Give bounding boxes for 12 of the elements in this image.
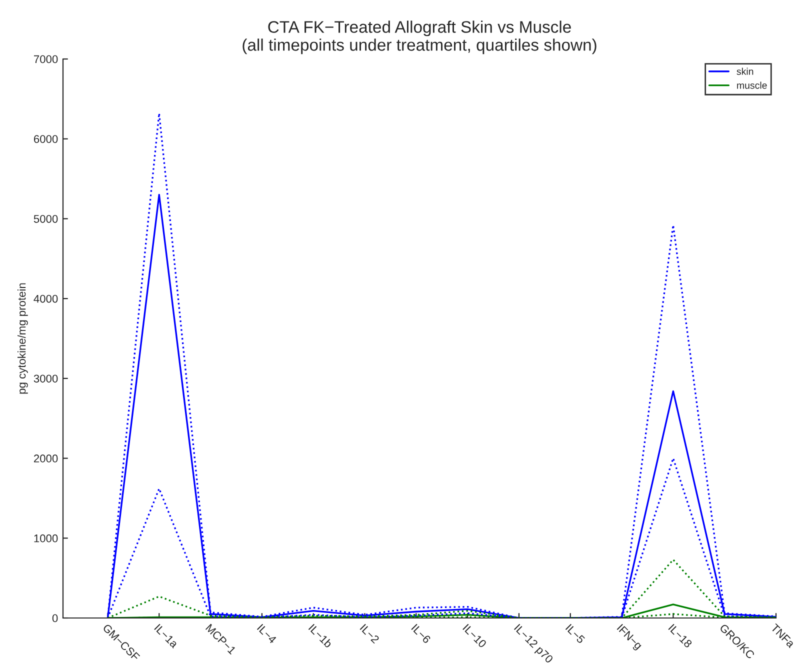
y-tick-label: 2000 [34,454,58,462]
legend-label: muscle [737,82,767,89]
y-tick-label: 1000 [34,534,58,542]
y-axis-title: pg cytokine/mg protein [18,283,28,394]
y-tick-label: 0 [52,614,58,622]
y-tick-label: 6000 [34,135,58,143]
legend-label: skin [736,68,754,75]
y-tick-label: 5000 [34,214,58,223]
y-tick-label: 4000 [34,294,58,303]
y-tick-label: 7000 [34,55,58,64]
chart-title: CTA FK−Treated Allograft Skin vs Muscle (all timepoints under treatment, quartiles shown) [242,20,596,54]
y-tick-label: 3000 [34,374,58,383]
